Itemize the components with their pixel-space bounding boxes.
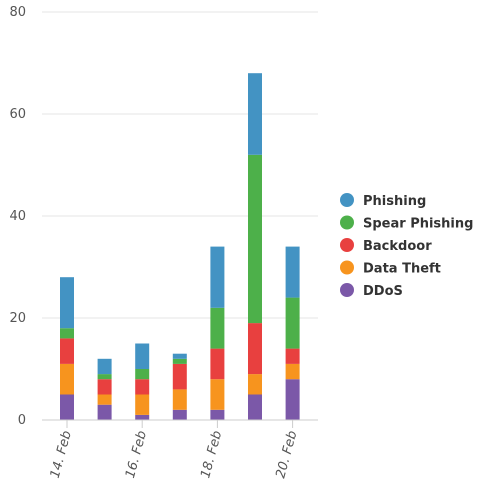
x-axis: 14. Feb 16. Feb 18. Feb 20. Feb <box>48 420 300 480</box>
bar-segment-data-theft <box>172 389 187 410</box>
bar-segment-spear-phishing <box>60 328 74 339</box>
legend-label: Data Theft <box>363 262 441 277</box>
bar-segment-backdoor <box>135 379 150 395</box>
bar-segment-phishing <box>248 73 262 155</box>
bar-segment-ddos <box>285 379 300 420</box>
bar-segment-ddos <box>97 404 112 420</box>
bar-segment-spear-phishing <box>97 374 112 380</box>
bar-segment-backdoor <box>285 348 300 364</box>
bar-segment-phishing <box>285 246 300 298</box>
y-tick-label: 40 <box>9 209 26 224</box>
bar-segment-ddos <box>248 394 262 420</box>
bar-segment-data-theft <box>285 363 300 380</box>
x-tick-label: 18. Feb <box>198 429 225 480</box>
legend-item-backdoor[interactable]: Backdoor <box>340 238 432 254</box>
bar-segment-ddos <box>135 414 150 420</box>
legend-item-ddos[interactable]: DDoS <box>340 283 403 299</box>
legend-label: Phishing <box>363 194 426 209</box>
legend-label: Spear Phishing <box>363 217 473 232</box>
bar-segment-spear-phishing <box>172 358 187 364</box>
legend-item-phishing[interactable]: Phishing <box>340 193 426 209</box>
bar-segment-data-theft <box>248 374 262 395</box>
bar-segment-spear-phishing <box>135 369 150 380</box>
legend: Phishing Spear Phishing Backdoor Data Theft… <box>340 193 473 299</box>
legend-item-spear-phishing[interactable]: Spear Phishing <box>340 215 473 232</box>
bar-segment-ddos <box>172 409 187 420</box>
y-tick-label: 80 <box>9 5 26 20</box>
y-axis: 0 20 40 60 80 <box>9 5 26 428</box>
bar-segment-data-theft <box>97 394 112 405</box>
bar-segment-phishing <box>172 353 187 359</box>
grid-lines <box>42 11 318 319</box>
bar-segment-spear-phishing <box>285 297 300 349</box>
bar-segment-data-theft <box>60 363 74 395</box>
legend-marker-spear-phishing <box>340 215 354 230</box>
legend-item-data-theft[interactable]: Data Theft <box>340 260 441 277</box>
y-tick-label: 0 <box>18 413 26 428</box>
bars <box>60 73 300 420</box>
x-tick-label: 14. Feb <box>48 429 75 480</box>
bar-segment-backdoor <box>172 363 187 390</box>
legend-marker-ddos <box>340 283 354 297</box>
bar-segment-phishing <box>210 246 225 308</box>
bar-segment-spear-phishing <box>248 154 262 324</box>
bar-segment-backdoor <box>97 379 112 395</box>
legend-label: DDoS <box>363 284 403 299</box>
bar-segment-phishing <box>97 358 112 375</box>
bar-segment-spear-phishing <box>210 307 225 349</box>
x-tick-label: 16. Feb <box>123 429 150 480</box>
bar-segment-data-theft <box>135 394 150 415</box>
y-tick-label: 20 <box>9 311 26 326</box>
bar-segment-phishing <box>60 277 74 329</box>
bar-segment-data-theft <box>210 379 225 410</box>
bar-segment-backdoor <box>248 323 262 375</box>
bar-segment-backdoor <box>60 338 74 364</box>
bar-segment-phishing <box>135 343 150 369</box>
x-tick-label: 20. Feb <box>273 429 300 480</box>
bar-segment-backdoor <box>210 348 225 380</box>
legend-marker-phishing <box>340 193 354 207</box>
legend-marker-backdoor <box>340 238 354 252</box>
legend-label: Backdoor <box>363 239 432 254</box>
legend-marker-data-theft <box>340 260 354 275</box>
bar-segment-ddos <box>60 394 74 420</box>
y-tick-label: 60 <box>9 107 26 122</box>
bar-segment-ddos <box>210 409 225 420</box>
